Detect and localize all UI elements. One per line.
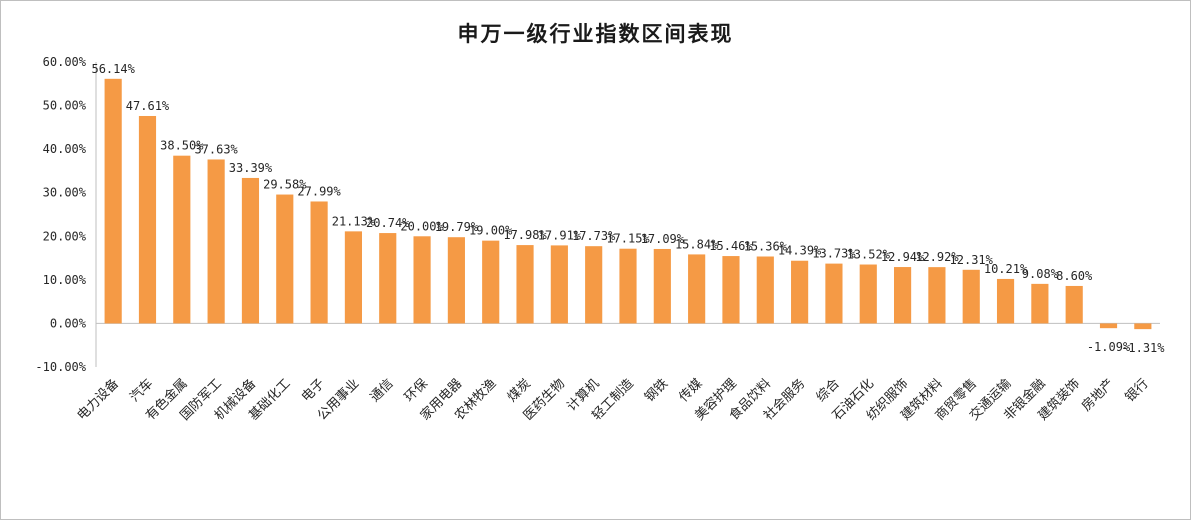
bar	[1065, 285, 1083, 324]
data-label: 10.21%	[984, 262, 1028, 276]
data-label: 37.63%	[194, 142, 238, 156]
category-label: 煤炭	[505, 376, 534, 405]
data-label: 17.98%	[503, 228, 547, 242]
data-label: 17.73%	[572, 229, 616, 243]
bar	[447, 237, 465, 324]
bar	[379, 233, 397, 324]
data-label: 12.94%	[881, 250, 925, 264]
category-label: 钢铁	[642, 376, 671, 405]
data-label: 17.15%	[606, 232, 650, 246]
data-label: 8.60%	[1056, 269, 1093, 283]
data-label: 56.14%	[91, 62, 135, 76]
bar	[173, 155, 191, 324]
category-label: 电子	[299, 376, 328, 405]
bar	[104, 78, 122, 324]
category-label: 电力设备	[74, 376, 122, 424]
category-label: 房地产	[1078, 376, 1117, 415]
data-label: 14.39%	[778, 244, 822, 258]
data-label: 12.31%	[950, 253, 994, 267]
y-tick-label: 50.00%	[43, 99, 87, 113]
category-label: 银行	[1123, 376, 1152, 405]
category-label: 汽车	[127, 376, 157, 406]
bar	[585, 246, 603, 324]
data-label: 12.92%	[915, 250, 959, 264]
y-tick-label: 60.00%	[43, 55, 87, 69]
data-label: 15.84%	[675, 237, 719, 251]
data-label: 29.58%	[263, 178, 307, 192]
data-label: 33.39%	[229, 161, 273, 175]
data-label: 19.00%	[469, 224, 513, 238]
bar	[688, 254, 706, 324]
bar	[550, 245, 568, 324]
data-label: 13.73%	[812, 247, 856, 261]
y-tick-label: -10.00%	[35, 360, 86, 374]
data-label: 47.61%	[126, 99, 170, 113]
bar	[962, 269, 980, 324]
y-tick-label: 0.00%	[50, 316, 87, 330]
bar	[482, 240, 500, 324]
category-label: 传媒	[676, 376, 705, 405]
category-label: 通信	[368, 376, 397, 405]
bar	[894, 267, 912, 324]
data-label: -1.09%	[1087, 340, 1131, 354]
bar	[207, 159, 225, 324]
bar	[756, 256, 774, 324]
bar	[653, 248, 671, 324]
bar	[859, 264, 877, 324]
bar	[996, 278, 1015, 324]
category-label: 环保	[402, 376, 431, 405]
bar	[928, 267, 946, 324]
data-label: 20.00%	[400, 219, 444, 233]
data-label: 17.09%	[641, 232, 685, 246]
bar	[310, 201, 328, 324]
y-tick-label: 40.00%	[43, 142, 87, 156]
data-label: 19.79%	[435, 220, 479, 234]
bar	[344, 231, 362, 324]
bar	[1031, 283, 1049, 324]
data-label: -1.31%	[1121, 341, 1165, 355]
data-label: 15.36%	[744, 240, 788, 254]
data-label: 20.74%	[366, 216, 410, 230]
bar	[516, 245, 534, 324]
bar	[138, 115, 157, 324]
y-tick-label: 30.00%	[43, 186, 87, 200]
bar	[791, 260, 809, 324]
data-label: 13.52%	[847, 248, 891, 262]
data-label: 17.91%	[538, 228, 582, 242]
data-label: 15.46%	[709, 239, 753, 253]
bar	[1099, 323, 1118, 329]
bar	[722, 256, 740, 324]
bar	[276, 194, 294, 324]
chart-title: 申万一级行业指数区间表现	[457, 22, 734, 46]
data-label: 38.50%	[160, 139, 204, 153]
bar	[413, 236, 431, 324]
data-label: 9.08%	[1022, 267, 1059, 281]
y-tick-label: 20.00%	[43, 229, 87, 243]
bar	[825, 263, 843, 324]
category-label: 综合	[814, 376, 843, 405]
bar	[1134, 323, 1152, 330]
data-label: 21.13%	[332, 214, 376, 228]
bar	[241, 177, 260, 324]
y-tick-label: 10.00%	[43, 273, 87, 287]
bar	[619, 248, 637, 324]
data-label: 27.99%	[297, 184, 341, 198]
